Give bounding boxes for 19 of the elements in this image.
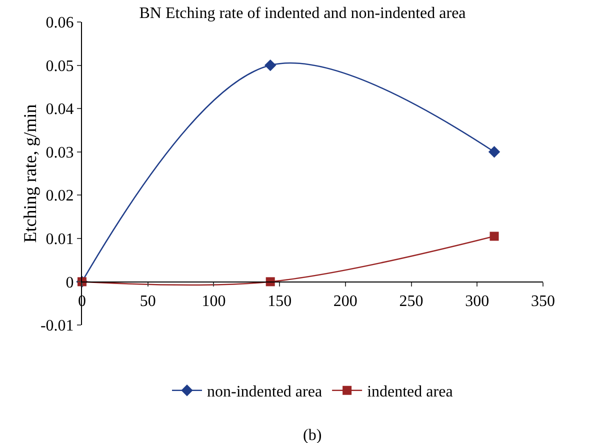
chart-title: BN Etching rate of indented and non-indented area xyxy=(139,4,466,22)
y-axis-title: Etching rate, g/min xyxy=(20,104,40,243)
legend-label: non-indented area xyxy=(207,384,322,401)
y-tick-label: 0.04 xyxy=(46,101,74,118)
y-tick-label: 0.06 xyxy=(46,14,74,32)
x-tick-label: 150 xyxy=(268,292,292,310)
y-tick-label: 0.02 xyxy=(46,188,74,205)
legend-label: indented area xyxy=(367,384,453,401)
y-tick-label: 0.05 xyxy=(46,58,74,75)
x-tick-label: 250 xyxy=(399,292,424,310)
y-tick-label: 0.01 xyxy=(46,231,74,248)
y-tick-label: 0.03 xyxy=(46,144,74,162)
y-tick-label: -0.01 xyxy=(40,318,74,335)
x-tick-label: 200 xyxy=(333,292,358,310)
x-tick-label: 50 xyxy=(140,292,156,310)
x-tick-label: 300 xyxy=(465,292,490,310)
y-tick-label: 0 xyxy=(66,274,74,292)
x-tick-label: 100 xyxy=(202,292,226,310)
x-tick-label: 350 xyxy=(531,292,555,310)
